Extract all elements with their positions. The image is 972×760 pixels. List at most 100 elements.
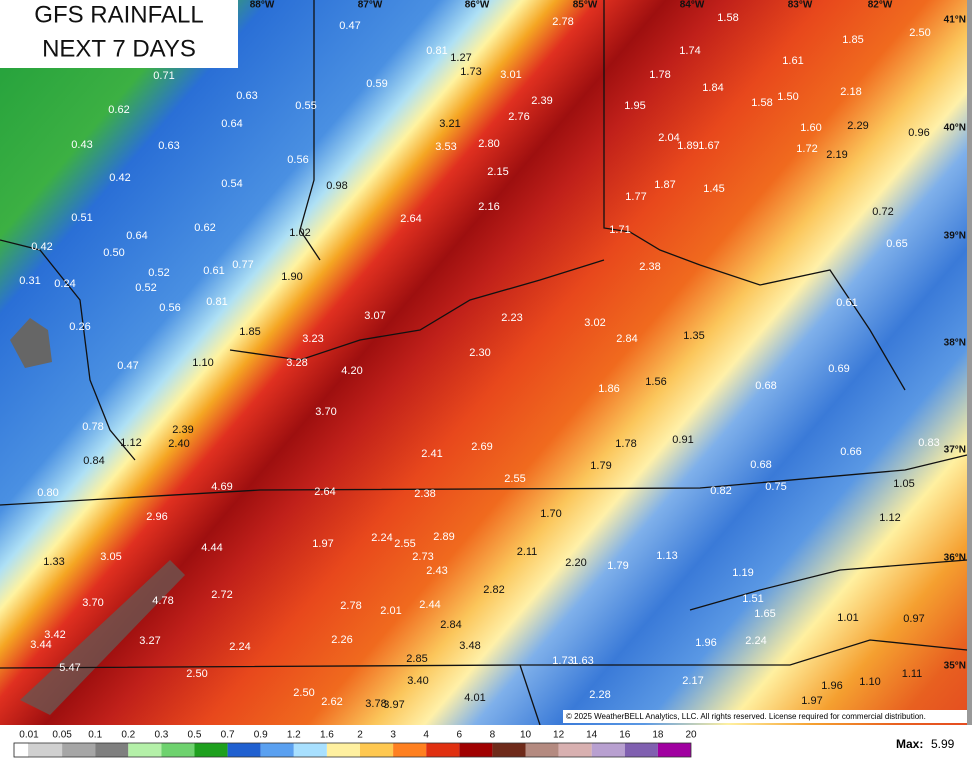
rainfall-value: 0.81 — [206, 296, 227, 308]
legend-swatch — [194, 743, 228, 757]
rainfall-value: 1.51 — [742, 593, 763, 605]
border — [299, 0, 321, 261]
rainfall-value: 0.47 — [117, 360, 138, 372]
rainfall-value: 1.61 — [782, 55, 803, 67]
legend-tick-label: 0.9 — [254, 730, 268, 741]
legend-swatch — [624, 743, 658, 757]
border — [603, 0, 701, 266]
rainfall-value: 0.62 — [194, 222, 215, 234]
copyright: © 2025 WeatherBELL Analytics, LLC. All r… — [566, 712, 926, 721]
rainfall-value: 0.55 — [295, 100, 316, 112]
rainfall-value: 0.69 — [828, 363, 849, 375]
rainfall-value: 1.74 — [679, 45, 700, 57]
legend-swatch — [591, 743, 625, 757]
rainfall-value: 0.42 — [31, 241, 52, 253]
rainfall-value: 1.19 — [732, 567, 753, 579]
rainfall-value: 0.68 — [755, 380, 776, 392]
rainfall-value: 1.95 — [624, 100, 645, 112]
rainfall-value: 2.85 — [406, 653, 427, 665]
border — [689, 559, 968, 611]
rainfall-value: 2.55 — [504, 473, 525, 485]
rainfall-value: 0.64 — [126, 230, 147, 242]
rainfall-value: 2.24 — [371, 532, 392, 544]
legend-swatch — [426, 743, 460, 757]
rainfall-value: 2.89 — [433, 531, 454, 543]
rainfall-value: 3.53 — [435, 141, 456, 153]
rainfall-value: 3.97 — [383, 699, 404, 711]
rainfall-value: 3.28 — [286, 357, 307, 369]
rainfall-value: 4.69 — [211, 481, 232, 493]
rainfall-value: 1.01 — [837, 612, 858, 624]
rainfall-value: 2.44 — [419, 599, 440, 611]
rainfall-value: 0.71 — [153, 70, 174, 82]
legend-swatch — [657, 743, 691, 757]
legend-swatch — [13, 742, 30, 758]
rainfall-value: 2.24 — [229, 641, 250, 653]
longitude-label: 88°W — [250, 0, 275, 11]
rainfall-value: 5.47 — [59, 662, 80, 674]
legend-tick-label: 0.05 — [52, 730, 72, 741]
rainfall-value: 1.85 — [239, 326, 260, 338]
legend-tick-label: 2 — [357, 730, 363, 741]
longitude-label: 82°W — [868, 0, 893, 11]
rainfall-value: 2.29 — [847, 120, 868, 132]
rainfall-value: 4.44 — [201, 542, 222, 554]
legend-swatch — [260, 743, 294, 757]
rainfall-value: 0.47 — [339, 20, 360, 32]
rainfall-value: 1.79 — [607, 560, 628, 572]
rainfall-value: 1.33 — [43, 556, 64, 568]
rainfall-value: 2.24 — [745, 635, 766, 647]
rainfall-value: 2.72 — [211, 589, 232, 601]
rainfall-value: 2.50 — [909, 27, 930, 39]
legend-tick-label: 0.2 — [121, 730, 135, 741]
rainfall-value: 1.79 — [590, 460, 611, 472]
map-edge — [967, 0, 972, 725]
rainfall-value: 1.78 — [649, 69, 670, 81]
longitude-label: 83°W — [788, 0, 813, 11]
rainfall-value: 2.82 — [483, 584, 504, 596]
title-box — [0, 0, 238, 68]
rainfall-value: 0.75 — [765, 481, 786, 493]
legend-tick-label: 0.3 — [154, 730, 168, 741]
max-value: 5.99 — [931, 737, 955, 751]
rainfall-value: 1.02 — [289, 227, 310, 239]
rainfall-value: 2.78 — [340, 600, 361, 612]
rainfall-value: 0.91 — [672, 434, 693, 446]
copyright-box — [563, 710, 967, 723]
legend-tick-label: 6 — [457, 730, 463, 741]
rainfall-value: 3.42 — [44, 629, 65, 641]
rainfall-value: 0.66 — [840, 446, 861, 458]
rainfall-value: 1.90 — [281, 271, 302, 283]
rainfall-value: 1.50 — [777, 91, 798, 103]
latitude-label: 37°N — [944, 445, 966, 456]
rainfall-value: 0.62 — [108, 104, 129, 116]
legend-tick-label: 18 — [652, 730, 664, 741]
rainfall-value: 3.40 — [407, 675, 428, 687]
rainfall-value: 2.73 — [412, 551, 433, 563]
rainfall-value: 3.02 — [584, 317, 605, 329]
latitude-label: 36°N — [944, 553, 966, 564]
rainfall-value: 3.44 — [30, 639, 51, 651]
legend-swatch — [161, 743, 195, 757]
rainfall-value: 0.64 — [221, 118, 242, 130]
longitude-label: 84°W — [680, 0, 705, 11]
rainfall-value: 2.16 — [478, 201, 499, 213]
rainfall-value: 1.67 — [698, 140, 719, 152]
rainfall-value: 1.60 — [800, 122, 821, 134]
legend-tick-label: 3 — [390, 730, 396, 741]
rainfall-value: 1.70 — [540, 508, 561, 520]
rainfall-value: 3.48 — [459, 640, 480, 652]
rainfall-value: 2.64 — [314, 486, 335, 498]
legend-tick-label: 8 — [490, 730, 496, 741]
legend-swatch — [95, 743, 129, 757]
rainfall-value: 0.56 — [287, 154, 308, 166]
rainfall-value: 3.27 — [139, 635, 160, 647]
rainfall-value: 0.63 — [236, 90, 257, 102]
rainfall-value: 0.61 — [203, 265, 224, 277]
rainfall-value: 1.58 — [717, 12, 738, 24]
rainfall-value: 2.39 — [172, 424, 193, 436]
rainfall-value: 1.89 — [677, 140, 698, 152]
gray-patch — [10, 318, 52, 368]
legend-swatch — [393, 743, 427, 757]
rainfall-value: 3.78 — [365, 698, 386, 710]
